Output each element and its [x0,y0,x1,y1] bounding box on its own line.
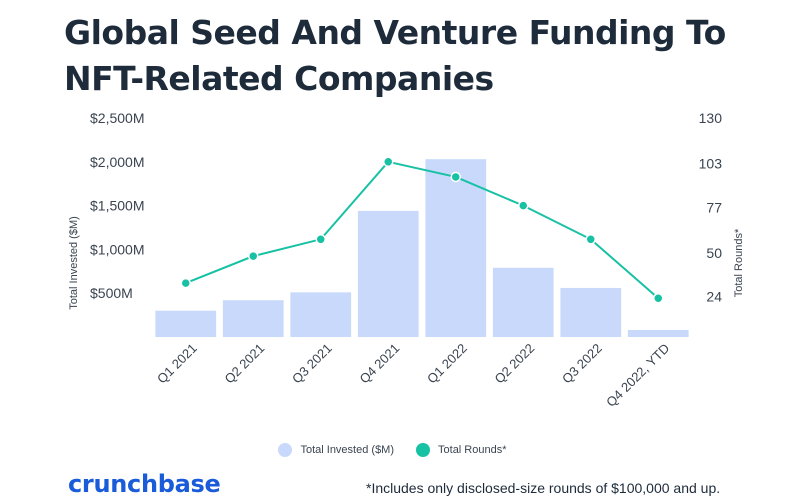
left-axis-label: Total Invested ($M) [68,216,80,310]
x-tick-label: Q3 2022 [559,341,605,387]
legend-item-invested[interactable]: Total Invested ($M) [278,443,394,457]
line-point [585,234,596,245]
line-point [180,277,191,289]
left-tick-label: $500M [90,285,133,301]
right-tick-label: 130 [699,110,723,126]
bar [627,329,689,337]
legend-item-rounds[interactable]: Total Rounds* [416,443,507,457]
bar [357,210,419,337]
bar [560,287,622,337]
legend-label-invested: Total Invested ($M) [300,444,395,456]
title-line-2: NFT-Related Companies [64,59,494,98]
x-tick-label: Q4 2022, YTD [603,341,672,410]
legend-swatch-line [416,443,431,457]
right-tick-label: 103 [699,155,723,171]
footnote: *Includes only disclosed-size rounds of … [366,480,721,496]
funding-chart: $2,500M $2,000M $1,500M $1,000M $500M 130 103 7… [68,110,745,410]
line-point [450,171,461,183]
rounds-line [185,160,659,300]
chart-legend: Total Invested ($M) Total Rounds* [0,440,785,460]
legend-label-rounds: Total Rounds* [438,444,507,456]
line-point [248,250,259,262]
x-tick-label: Q1 2022 [424,341,470,387]
right-axis-label: Total Rounds* [733,228,745,297]
x-tick-label: Q2 2021 [221,341,267,387]
bar [425,159,487,337]
legend-swatch-bar [278,443,293,457]
bar [290,292,352,337]
bar [155,310,217,337]
left-tick-label: $2,000M [90,154,144,170]
left-tick-label: $2,500M [90,110,144,126]
line-point [315,234,326,245]
title-line-1: Global Seed And Venture Funding To [64,13,726,52]
bar [222,300,284,337]
line-point [653,293,664,304]
line-point [383,156,394,168]
right-tick-label: 50 [706,245,722,261]
x-tick-label: Q4 2021 [356,341,402,387]
right-tick-label: 77 [706,199,722,215]
x-tick-label: Q1 2021 [154,341,200,387]
right-tick-label: 24 [706,289,722,305]
left-tick-label: $1,500M [90,198,144,214]
x-tick-label: Q3 2021 [289,341,335,387]
x-tick-label: Q2 2022 [491,341,537,387]
bar [492,267,554,337]
crunchbase-logo: crunchbase [68,470,221,498]
chart-title: Global Seed And Venture Funding To NFT-R… [64,10,764,102]
left-tick-label: $1,000M [90,241,144,257]
line-point [518,200,529,211]
